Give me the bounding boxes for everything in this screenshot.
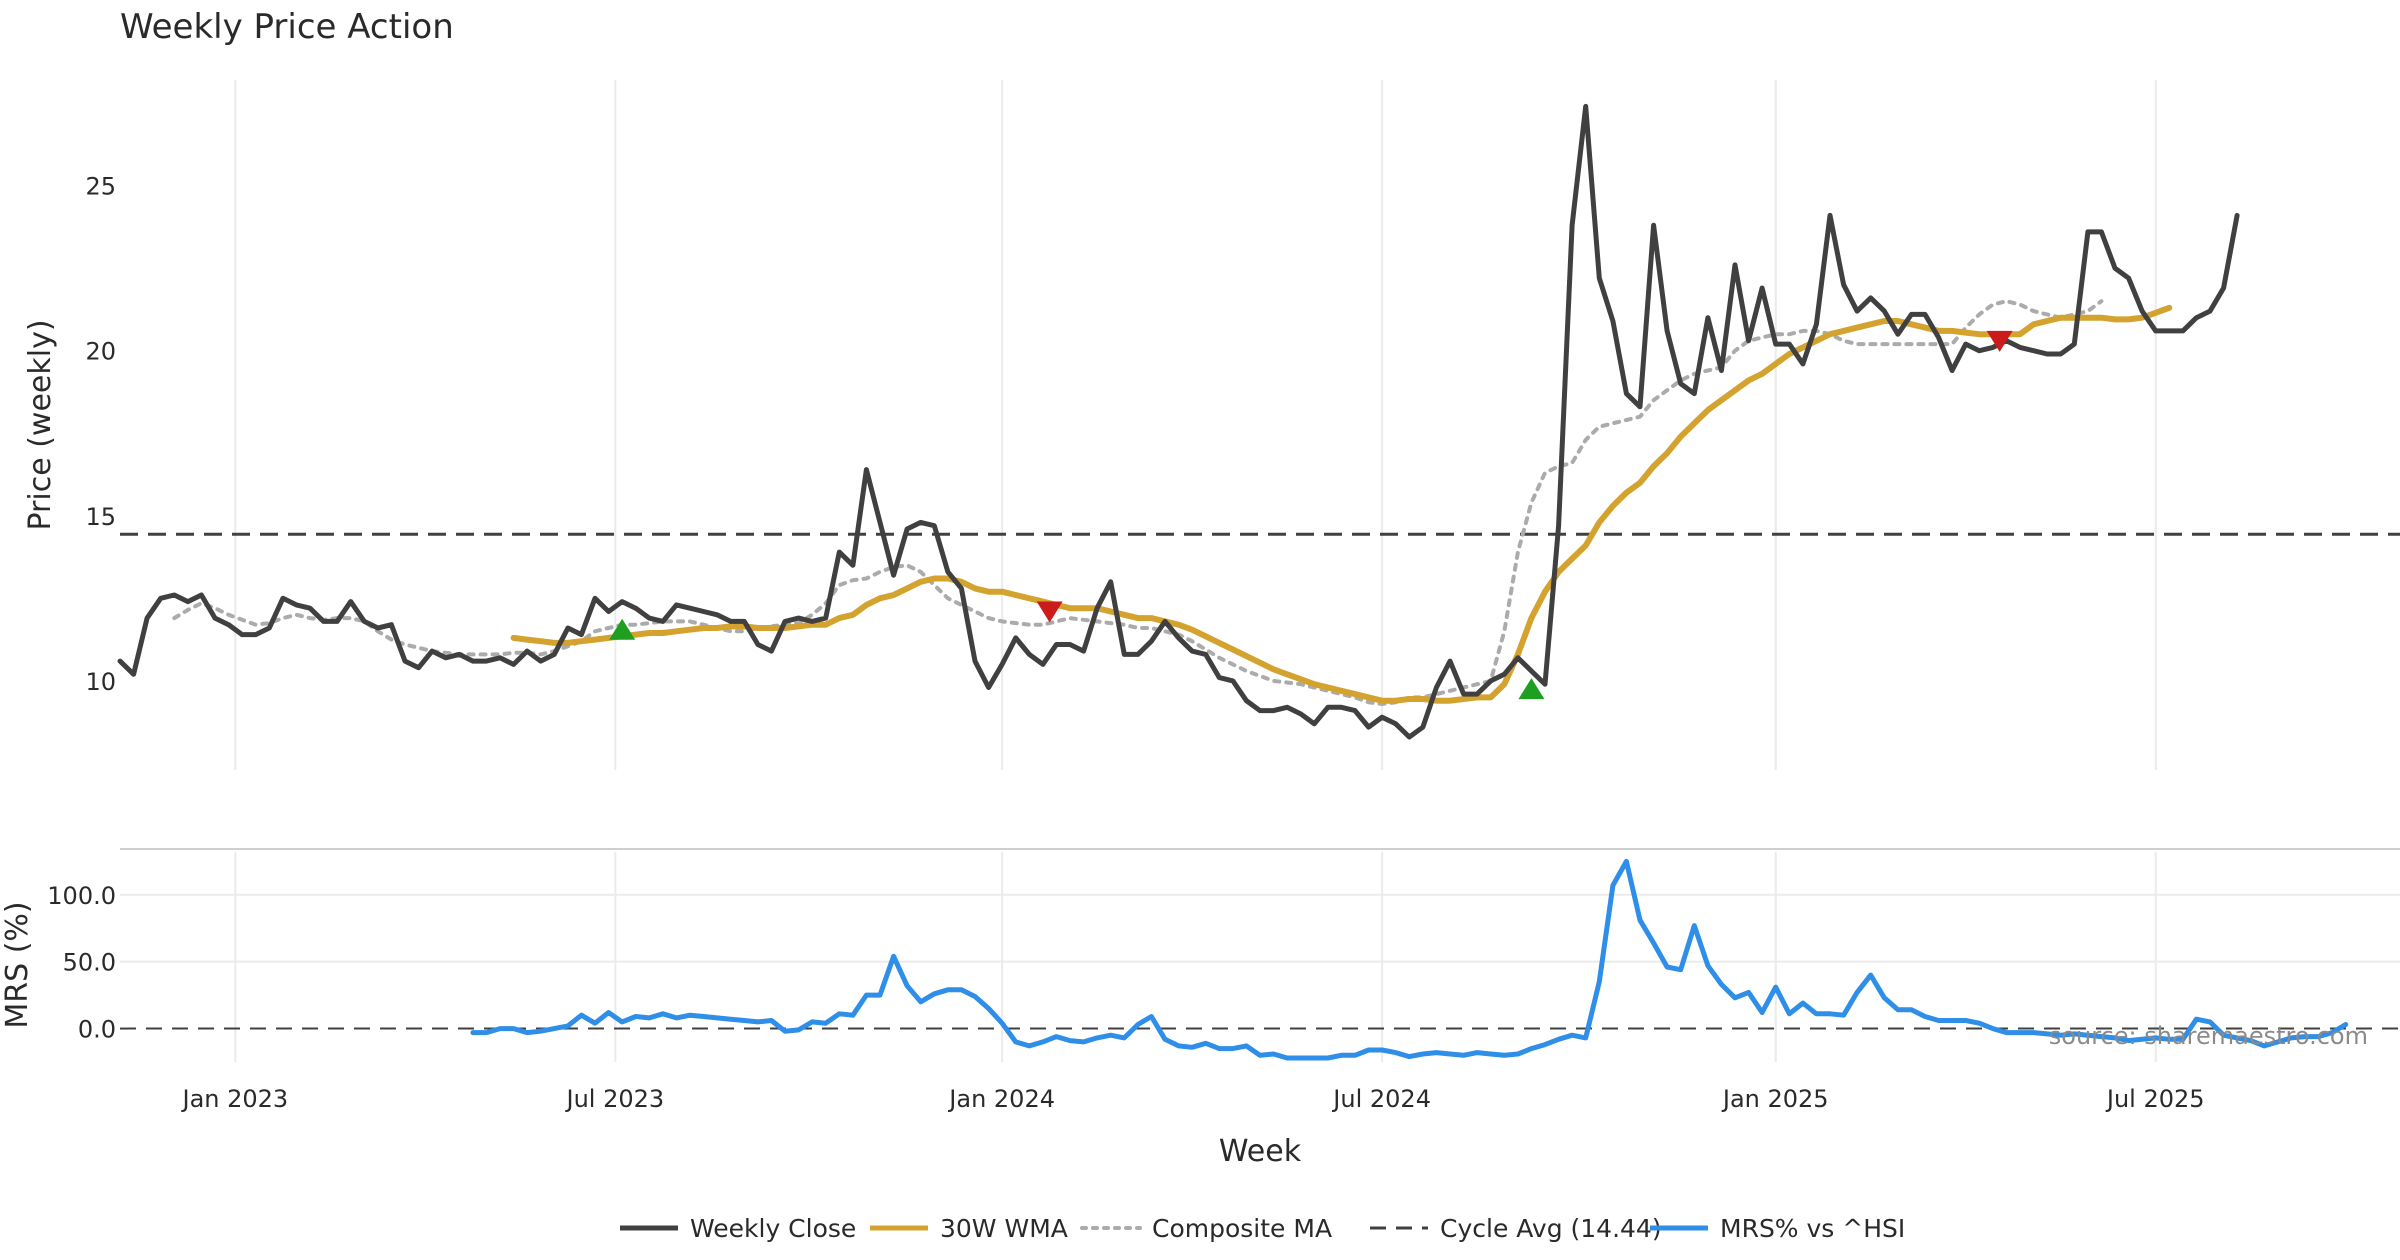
sell-signal-marker <box>1036 601 1063 623</box>
mrs-series-group <box>120 858 2400 1061</box>
legend: Weekly Close 30W WMA Composite MA Cycle Avg… <box>620 1214 1905 1243</box>
mrs-axis-title: MRS (%) <box>0 901 35 1028</box>
buy-signal-marker <box>1518 678 1545 700</box>
legend-label: MRS% vs ^HSI <box>1720 1214 1905 1243</box>
chart-title: Weekly Price Action <box>120 7 454 47</box>
legend-label: Composite MA <box>1152 1214 1332 1243</box>
x-tick-label: Jan 2023 <box>181 1085 289 1113</box>
buy-signal-marker <box>609 618 636 640</box>
mrs-y-tick-label: 100.0 <box>47 882 116 910</box>
x-tick-label: Jan 2024 <box>947 1085 1055 1113</box>
x-tick-label: Jul 2025 <box>2105 1085 2205 1113</box>
composite-ma-line <box>172 299 2104 706</box>
x-tick-label: Jul 2024 <box>1331 1085 1431 1113</box>
source-watermark: source: sharemaestro.com <box>2049 1022 2368 1050</box>
price-grid <box>234 80 2157 770</box>
price-y-tick-label: 25 <box>85 173 116 201</box>
sell-signal-marker <box>1986 330 2013 352</box>
legend-label: 30W WMA <box>940 1214 1068 1243</box>
mrs-y-tick-label: 0.0 <box>78 1016 116 1044</box>
price-y-tick-label: 10 <box>85 668 116 696</box>
legend-label: Weekly Close <box>690 1214 856 1243</box>
price-y-tick-label: 15 <box>85 503 116 531</box>
x-tick-label: Jul 2023 <box>565 1085 665 1113</box>
30w-wma-line <box>510 304 2173 704</box>
price-series-group <box>117 103 2400 740</box>
weekly-close-line <box>117 103 2240 740</box>
axis-labels: Jan 2023 Jul 2023 Jan 2024 Jul 2024 Jan 2025… <box>47 173 2204 1113</box>
mrs-y-tick-label: 50.0 <box>63 949 116 977</box>
x-tick-label: Jan 2025 <box>1721 1085 1829 1113</box>
mrs-grid <box>120 852 2400 1062</box>
x-axis-title: Week <box>1219 1134 1302 1169</box>
mrs-vs-hsi-line <box>470 858 2349 1061</box>
price-y-tick-label: 20 <box>85 338 116 366</box>
legend-label: Cycle Avg (14.44) <box>1440 1214 1662 1243</box>
price-axis-title: Price (weekly) <box>23 319 58 530</box>
